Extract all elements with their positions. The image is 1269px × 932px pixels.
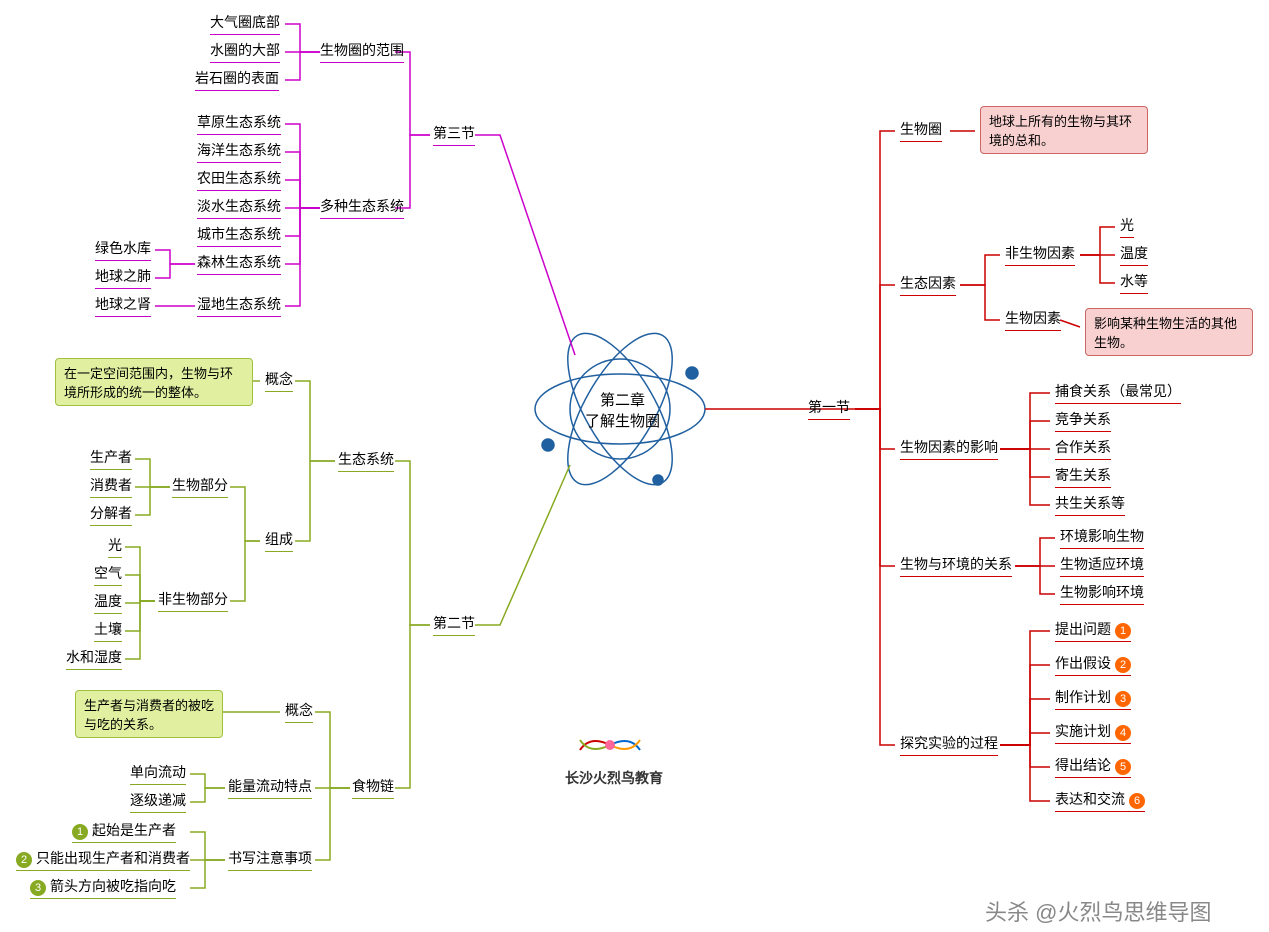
section3-title: 第三节 xyxy=(433,123,475,146)
logo-icon xyxy=(580,740,640,750)
n-decomposer: 分解者 xyxy=(90,503,132,526)
n-fc-concept: 概念 xyxy=(285,700,313,723)
n-experiment: 探究实验的过程 xyxy=(900,733,998,756)
n-forest: 森林生态系统 xyxy=(197,252,281,275)
n-one-way: 单向流动 xyxy=(130,762,186,785)
n-w2: 2只能出现生产者和消费者 xyxy=(16,848,190,871)
n-fresh: 淡水生态系统 xyxy=(197,196,281,219)
n-wetland: 湿地生态系统 xyxy=(197,294,281,317)
watermark: 头杀 @火烈鸟思维导图 xyxy=(985,895,1211,927)
n-biotic: 生物因素 xyxy=(1005,308,1061,331)
n-eco-factor: 生态因素 xyxy=(900,273,956,296)
n-bio-part: 生物部分 xyxy=(172,475,228,498)
n-symbiosis: 共生关系等 xyxy=(1055,493,1125,516)
n-biosphere-def: 地球上所有的生物与其环境的总和。 xyxy=(980,106,1148,154)
n-fc-concept-def: 生产者与消费者的被吃与吃的关系。 xyxy=(75,690,223,738)
n-adapt: 生物适应环境 xyxy=(1060,554,1144,577)
section1-title: 第一节 xyxy=(808,397,850,420)
n-light2: 光 xyxy=(108,535,122,558)
logo-text: 长沙火烈鸟教育 xyxy=(565,768,663,788)
n-writing: 书写注意事项 xyxy=(228,848,312,871)
n-parasitism: 寄生关系 xyxy=(1055,465,1111,488)
n-concept: 概念 xyxy=(265,369,293,392)
n-litho: 岩石圈的表面 xyxy=(195,68,279,91)
n-bio-influence: 生物因素的影响 xyxy=(900,437,998,460)
n-w3: 3箭头方向被吃指向吃 xyxy=(30,876,176,899)
n-abio-part: 非生物部分 xyxy=(158,589,228,612)
n-earth-lung: 地球之肺 xyxy=(95,266,151,289)
n-multi-eco: 多种生态系统 xyxy=(320,196,404,219)
n-light: 光 xyxy=(1120,215,1134,238)
n-energy-flow: 能量流动特点 xyxy=(228,776,312,799)
n-range: 生物圈的范围 xyxy=(320,40,404,63)
n-soil: 土壤 xyxy=(94,619,122,642)
n-consumer: 消费者 xyxy=(90,475,132,498)
n-step6: 表达和交流6 xyxy=(1055,789,1145,812)
n-temp2: 温度 xyxy=(94,591,122,614)
n-water-hum: 水和湿度 xyxy=(66,647,122,670)
n-step5: 得出结论5 xyxy=(1055,755,1131,778)
n-ocean: 海洋生态系统 xyxy=(197,140,281,163)
n-w1: 1起始是生产者 xyxy=(72,820,176,843)
n-step4: 实施计划4 xyxy=(1055,721,1131,744)
n-step3: 制作计划3 xyxy=(1055,687,1131,710)
n-decrease: 逐级递减 xyxy=(130,790,186,813)
n-step1: 提出问题1 xyxy=(1055,619,1131,642)
n-biosphere: 生物圈 xyxy=(900,119,942,142)
section2-title: 第二节 xyxy=(433,613,475,636)
n-cooperation: 合作关系 xyxy=(1055,437,1111,460)
n-hydro: 水圈的大部 xyxy=(210,40,280,63)
n-step2: 作出假设2 xyxy=(1055,653,1131,676)
n-temp: 温度 xyxy=(1120,243,1148,266)
n-env-affect: 环境影响生物 xyxy=(1060,526,1144,549)
n-grass: 草原生态系统 xyxy=(197,112,281,135)
n-biotic-def: 影响某种生物生活的其他生物。 xyxy=(1085,308,1253,356)
n-atmo: 大气圈底部 xyxy=(210,12,280,35)
n-food-chain: 食物链 xyxy=(352,776,394,799)
n-air: 空气 xyxy=(94,563,122,586)
n-farm: 农田生态系统 xyxy=(197,168,281,191)
n-ecosystem: 生态系统 xyxy=(338,449,394,472)
n-city: 城市生态系统 xyxy=(197,224,281,247)
n-earth-kidney: 地球之肾 xyxy=(95,294,151,317)
n-composition: 组成 xyxy=(265,529,293,552)
n-org-env: 生物与环境的关系 xyxy=(900,554,1012,577)
n-abiotic: 非生物因素 xyxy=(1005,243,1075,266)
n-concept-def: 在一定空间范围内，生物与环境所形成的统一的整体。 xyxy=(55,358,253,406)
n-predation: 捕食关系（最常见） xyxy=(1055,381,1181,404)
n-org-affect: 生物影响环境 xyxy=(1060,582,1144,605)
n-competition: 竞争关系 xyxy=(1055,409,1111,432)
center-title: 第二章了解生物圈 xyxy=(585,390,660,432)
n-green-res: 绿色水库 xyxy=(95,238,151,261)
n-producer: 生产者 xyxy=(90,447,132,470)
n-water: 水等 xyxy=(1120,271,1148,294)
